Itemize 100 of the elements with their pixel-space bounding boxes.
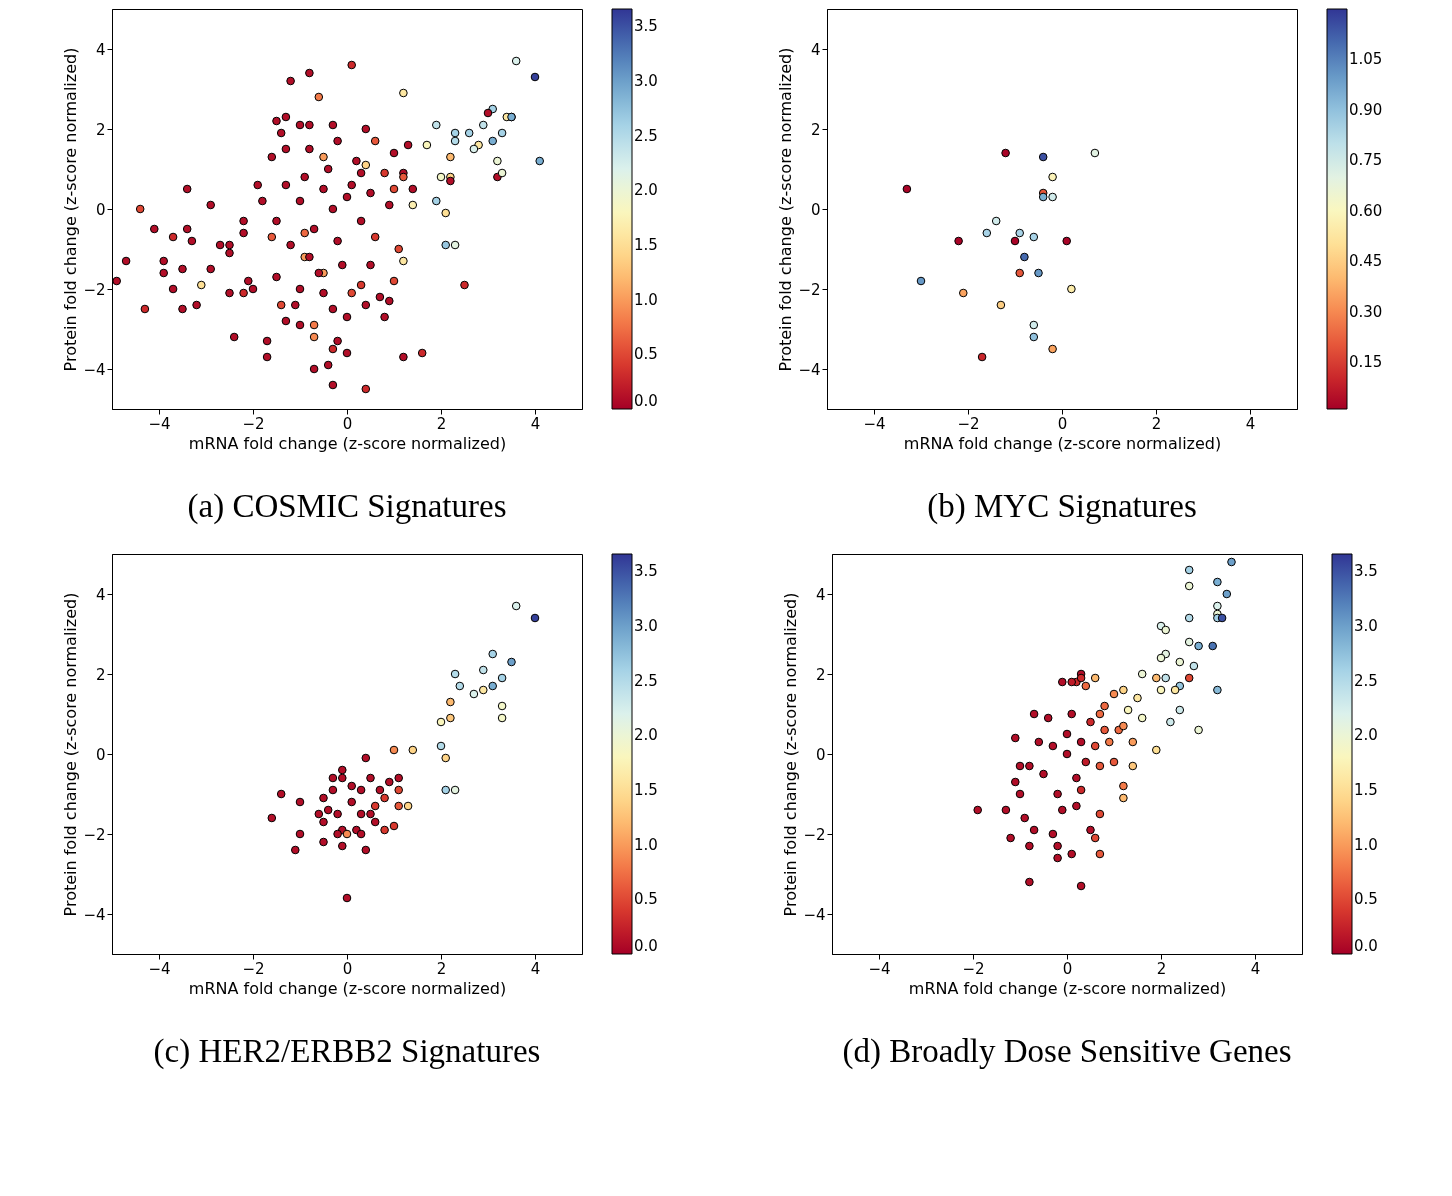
- point: [1020, 252, 1029, 262]
- y-tick-label: −4: [798, 360, 821, 379]
- color-bar-label: 2.0: [1354, 726, 1378, 745]
- x-tick-label: −4: [868, 959, 891, 978]
- y-tick-label: 4: [815, 585, 826, 604]
- color-bar-label: 0.5: [634, 345, 658, 364]
- y-tick-label: 4: [95, 585, 106, 604]
- y-tick-label: −4: [83, 905, 106, 924]
- color-bar-label: 3.0: [634, 617, 658, 636]
- color-bar-label: 2.0: [634, 181, 658, 200]
- color-bar-label: 0.0: [634, 937, 658, 955]
- point: [902, 184, 912, 194]
- y-tick-label: 0: [810, 200, 821, 219]
- color-bar-label: 0.5: [1354, 890, 1378, 909]
- point: [1038, 152, 1048, 162]
- text: (b) MYC Signatures: [927, 488, 1197, 525]
- x-tick-label: 2: [1151, 414, 1162, 433]
- color-bar-label: 2.5: [1354, 671, 1378, 690]
- text: (d) Broadly Dose Sensitive Genes: [842, 1033, 1292, 1070]
- x-tick-label: 4: [530, 414, 541, 433]
- point: [958, 288, 968, 298]
- color-bar-label: 1.5: [634, 781, 658, 800]
- text: (a) COSMIC Signatures: [187, 488, 507, 525]
- y-tick-label: 0: [95, 200, 106, 219]
- x-tick-label: 0: [342, 959, 353, 978]
- y-tick-label: 2: [95, 120, 106, 139]
- color-bar-label: 3.0: [1354, 617, 1378, 636]
- point: [916, 276, 926, 286]
- y-tick-label: 0: [95, 745, 106, 764]
- point: [1010, 236, 1020, 246]
- color-bar-label: 3.5: [634, 17, 658, 36]
- y-tick-label: −2: [798, 280, 821, 299]
- x-tick-label: −4: [148, 959, 171, 978]
- point: [1090, 148, 1100, 158]
- point: [1029, 332, 1039, 342]
- color-bar-label: 3.5: [1354, 562, 1378, 581]
- color-bar-label: 1.0: [634, 835, 658, 854]
- x-tick-label: −4: [863, 414, 886, 433]
- point: [1048, 192, 1057, 202]
- x-tick-label: −2: [242, 959, 265, 978]
- color-bar-label: 1.05: [1349, 50, 1383, 69]
- y-tick-label: 0: [815, 745, 826, 764]
- color-bar-label: 1.5: [634, 236, 658, 255]
- x-tick-label: −2: [962, 959, 985, 978]
- y-tick-label: −2: [83, 280, 106, 299]
- color-bar-label: 0.45: [1349, 252, 1383, 271]
- point: [1029, 320, 1039, 330]
- point: [1038, 192, 1048, 202]
- color-bar-label: 1.0: [1354, 835, 1378, 854]
- point: [1015, 228, 1025, 238]
- text: (c) HER2/ERBB2 Signatures: [153, 1033, 541, 1070]
- y-axis-title: Protein fold change (z-score normalized): [61, 592, 81, 917]
- color-bar-label: 0.75: [1349, 151, 1383, 170]
- point: [991, 216, 1001, 226]
- x-tick-label: 0: [1057, 414, 1068, 433]
- x-tick-label: −2: [242, 414, 265, 433]
- color-bar-label: 1.0: [634, 290, 658, 309]
- y-tick-label: −2: [803, 825, 826, 844]
- x-tick-label: 2: [436, 959, 447, 978]
- point: [1048, 344, 1057, 354]
- color-bar-label: 2.5: [634, 671, 658, 690]
- x-tick-label: 4: [1245, 414, 1256, 433]
- color-bar-label: 2.5: [634, 126, 658, 145]
- x-tick-label: 4: [530, 959, 541, 978]
- y-tick-label: 2: [95, 665, 106, 684]
- y-tick-label: −4: [803, 905, 826, 924]
- color-bar-label: 2.0: [634, 726, 658, 745]
- y-axis-title: Protein fold change (z-score normalized): [781, 592, 801, 917]
- color-bar-label: 3.5: [634, 562, 658, 581]
- x-tick-label: −4: [148, 414, 171, 433]
- x-tick-label: 4: [1250, 959, 1261, 978]
- x-tick-label: 2: [436, 414, 447, 433]
- point: [982, 228, 992, 238]
- color-bar-label: 0.30: [1349, 302, 1383, 321]
- point: [996, 300, 1006, 310]
- color-bar-label: 0.0: [634, 392, 658, 410]
- y-tick-label: −4: [83, 360, 106, 379]
- y-tick-label: 2: [810, 120, 821, 139]
- x-axis-title: mRNA fold change (z-score normalized): [903, 433, 1222, 453]
- color-bar-label: 3.0: [634, 72, 658, 91]
- x-tick-label: 2: [1156, 959, 1167, 978]
- point: [1048, 172, 1057, 182]
- point: [1062, 236, 1072, 246]
- point: [977, 352, 987, 362]
- point: [1034, 268, 1043, 278]
- x-axis-title: mRNA fold change (z-score normalized): [188, 978, 507, 998]
- point: [1067, 284, 1076, 294]
- x-tick-label: 0: [1062, 959, 1073, 978]
- point: [954, 236, 963, 246]
- y-tick-label: −2: [83, 825, 106, 844]
- x-axis-title: mRNA fold change (z-score normalized): [908, 978, 1227, 998]
- color-bar-label: 0.15: [1349, 352, 1383, 371]
- x-axis-title: mRNA fold change (z-score normalized): [188, 433, 507, 453]
- point: [1029, 232, 1039, 242]
- color-bar-label: 0.0: [1354, 937, 1378, 955]
- color-bar-label: 0.60: [1349, 201, 1383, 220]
- x-tick-label: 0: [342, 414, 353, 433]
- y-axis-title: Protein fold change (z-score normalized): [776, 47, 796, 372]
- point: [1001, 148, 1010, 158]
- y-tick-label: 2: [815, 665, 826, 684]
